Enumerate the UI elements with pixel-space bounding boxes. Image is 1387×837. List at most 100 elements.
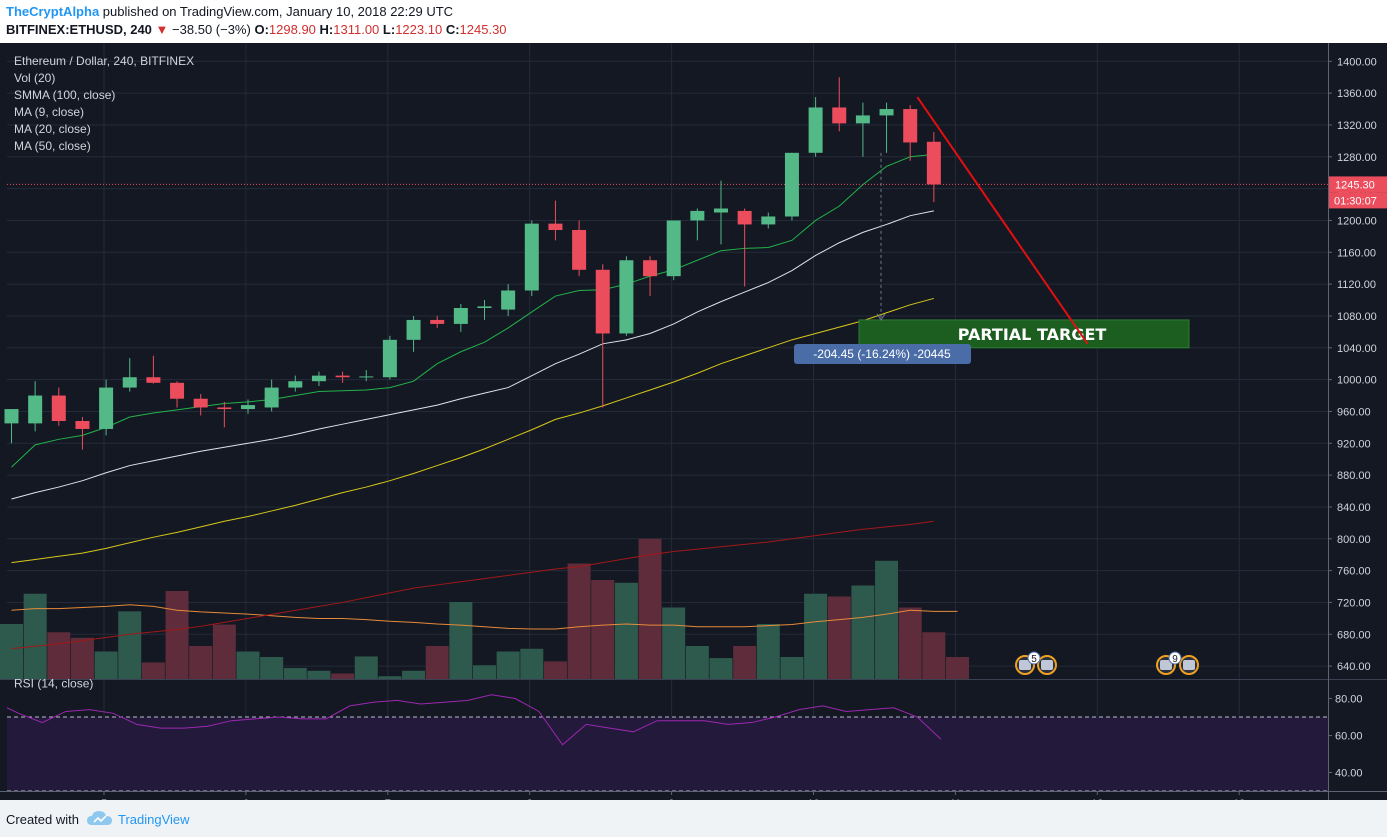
rsi-band bbox=[7, 717, 1328, 791]
tradingview-cloud-icon bbox=[87, 811, 112, 825]
volume-bar bbox=[449, 602, 473, 679]
volume-bar bbox=[685, 646, 709, 679]
x-tick-label: 10 bbox=[807, 798, 819, 800]
measure-arrow-icon bbox=[876, 313, 886, 321]
volume-bar bbox=[922, 632, 946, 679]
candle-body bbox=[548, 223, 563, 231]
volume-bar bbox=[307, 670, 331, 679]
volume-bar bbox=[141, 662, 165, 679]
x-tick-label: 9 bbox=[669, 798, 675, 800]
y-tick-label: 920.00 bbox=[1337, 438, 1371, 450]
candle-body bbox=[808, 107, 823, 153]
low-value: 1223.10 bbox=[395, 22, 443, 37]
volume-bar bbox=[473, 665, 496, 679]
event-count: 9 bbox=[1172, 654, 1178, 665]
candle-body bbox=[879, 109, 894, 116]
high-value: 1311.00 bbox=[333, 22, 380, 37]
volume-bar bbox=[94, 651, 118, 679]
candle-body bbox=[595, 269, 610, 334]
volume-bar bbox=[23, 593, 47, 679]
axes: 1400.001360.001320.001280.001240.001200.… bbox=[0, 43, 1387, 800]
change-value: −38.50 (−3%) bbox=[172, 22, 251, 37]
close-value: 1245.30 bbox=[459, 22, 507, 37]
x-tick-label: 7 bbox=[385, 798, 391, 800]
x-tick-label: 5 bbox=[101, 798, 107, 800]
volume-bar bbox=[283, 668, 307, 679]
legend-item: MA (20, close) bbox=[14, 122, 91, 136]
volume-bar bbox=[875, 560, 899, 679]
candle-body bbox=[572, 230, 587, 270]
measure-badge bbox=[794, 344, 971, 364]
trend-line bbox=[916, 96, 1089, 345]
candle-body bbox=[4, 409, 19, 424]
candle-body bbox=[903, 109, 918, 143]
annotations: PARTIAL TARGET -204.45 (-16.24%) -20445 5 9 bbox=[794, 96, 1199, 675]
volume-bar bbox=[47, 632, 71, 679]
ma50-line bbox=[11, 297, 934, 564]
created-with-text: Created with bbox=[6, 812, 79, 827]
rsi-label: RSI (14, close) bbox=[14, 676, 93, 690]
tradingview-brand[interactable]: TradingView bbox=[118, 812, 190, 827]
legend-item: MA (50, close) bbox=[14, 139, 91, 153]
candle-body bbox=[453, 307, 468, 324]
flag-icon bbox=[1160, 660, 1172, 670]
y-tick-label: 1000.00 bbox=[1337, 375, 1377, 387]
event-count-bubble bbox=[1168, 651, 1182, 665]
y-tick-label: 1320.00 bbox=[1337, 120, 1377, 132]
close-label: C: bbox=[445, 22, 460, 37]
x-tick-label: 11 bbox=[950, 798, 961, 800]
measure-label: -204.45 (-16.24%) -20445 bbox=[813, 347, 951, 361]
candle-body bbox=[643, 260, 658, 277]
candle-body bbox=[51, 395, 66, 422]
candle-body bbox=[359, 376, 374, 378]
price-chart[interactable]: PARTIAL TARGET -204.45 (-16.24%) -20445 5 9… bbox=[0, 43, 1387, 800]
legend-item: Vol (20) bbox=[14, 71, 55, 85]
candle-body bbox=[619, 260, 634, 334]
volume-bar bbox=[70, 637, 94, 679]
countdown-label: 01:30:07 bbox=[1334, 195, 1377, 207]
volume-bar bbox=[898, 607, 922, 679]
smma-line bbox=[11, 520, 934, 650]
legend-title: Ethereum / Dollar, 240, BITFINEX bbox=[14, 54, 194, 68]
candle-body bbox=[501, 290, 516, 310]
ohlc-line: BITFINEX:ETHUSD, 240 ▼ −38.50 (−3%) O:12… bbox=[6, 22, 507, 37]
candle-body bbox=[193, 398, 208, 408]
candle-body bbox=[170, 382, 185, 399]
volume-bar bbox=[804, 593, 828, 679]
volume-bar bbox=[520, 648, 544, 679]
publish-line: TheCryptAlpha published on TradingView.c… bbox=[6, 4, 453, 19]
volume-bar bbox=[212, 624, 236, 679]
candle-body bbox=[311, 375, 326, 382]
rsi-pane: RSI (14, close) bbox=[0, 676, 1387, 792]
candle-body bbox=[761, 216, 776, 225]
candle-body bbox=[288, 381, 303, 388]
y-tick-label: 1080.00 bbox=[1337, 311, 1377, 323]
candles bbox=[4, 77, 941, 450]
candle-body bbox=[690, 210, 705, 221]
indicator-lines bbox=[7, 153, 1328, 650]
footer: Created with TradingView bbox=[0, 800, 1387, 837]
x-tick-label: 6 bbox=[243, 798, 249, 800]
volume-bar bbox=[189, 646, 213, 679]
event-count-bubble bbox=[1027, 651, 1041, 665]
y-tick-label: 680.00 bbox=[1337, 629, 1371, 641]
author-link[interactable]: TheCryptAlpha bbox=[6, 4, 100, 19]
ma20-line bbox=[11, 210, 934, 500]
last-price-label: 1245.30 bbox=[1335, 179, 1375, 191]
candle-body bbox=[75, 421, 90, 429]
y-tick-label: 800.00 bbox=[1337, 534, 1371, 546]
candle-body bbox=[855, 115, 870, 124]
partial-target-zone bbox=[858, 319, 1190, 349]
low-label: L: bbox=[382, 22, 396, 37]
volume-bar bbox=[331, 673, 355, 679]
volume-bar bbox=[354, 656, 378, 679]
y-tick-label: 640.00 bbox=[1337, 661, 1371, 673]
grid bbox=[7, 43, 1328, 791]
volume-bar bbox=[0, 624, 23, 679]
volume-bar bbox=[591, 580, 615, 679]
volume-bar bbox=[425, 646, 449, 679]
y-tick-label: 1120.00 bbox=[1337, 279, 1376, 291]
event-count: 5 bbox=[1031, 654, 1037, 665]
flag-icon bbox=[1019, 660, 1031, 670]
candle-body bbox=[122, 377, 137, 388]
